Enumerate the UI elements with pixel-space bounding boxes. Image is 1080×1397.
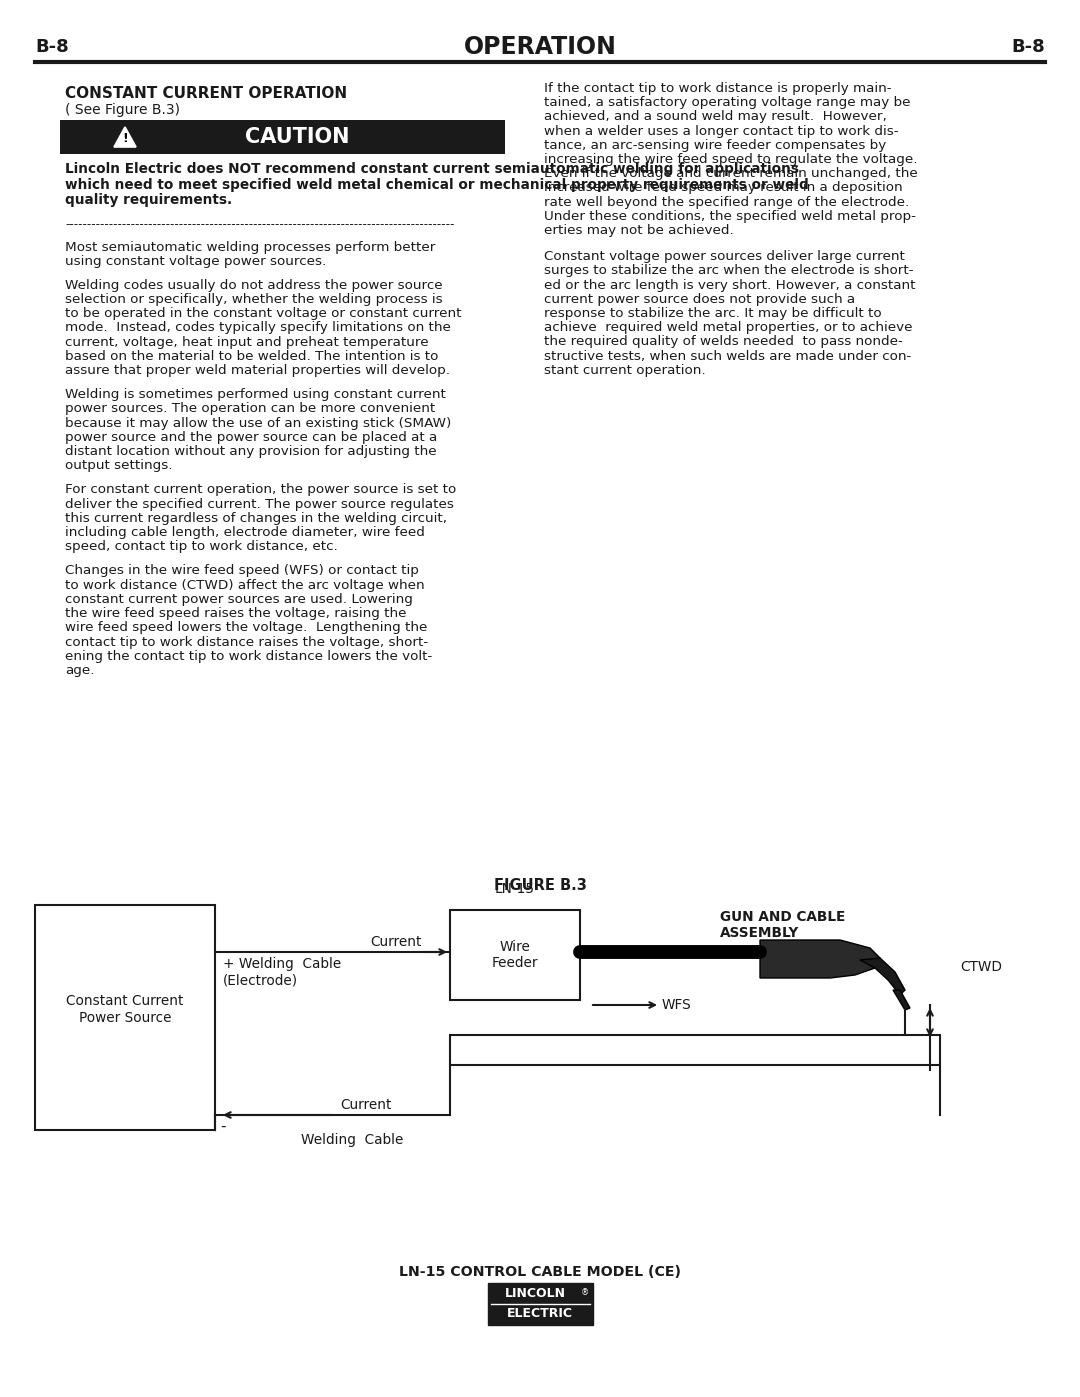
Text: If the contact tip to work distance is properly main-: If the contact tip to work distance is p…: [544, 82, 891, 95]
Text: + Welding  Cable
(Electrode): + Welding Cable (Electrode): [222, 957, 341, 988]
Text: the wire feed speed raises the voltage, raising the: the wire feed speed raises the voltage, …: [65, 608, 406, 620]
Text: surges to stabilize the arc when the electrode is short-: surges to stabilize the arc when the ele…: [544, 264, 914, 278]
Text: LN-15: LN-15: [495, 882, 535, 895]
Text: Welding is sometimes performed using constant current: Welding is sometimes performed using con…: [65, 388, 446, 401]
Text: LINCOLN: LINCOLN: [504, 1287, 566, 1301]
Text: Welding  Cable: Welding Cable: [301, 1133, 404, 1147]
Text: ening the contact tip to work distance lowers the volt-: ening the contact tip to work distance l…: [65, 650, 432, 662]
Bar: [487, 1282, 593, 1324]
Text: achieve  required weld metal properties, or to achieve: achieve required weld metal properties, …: [544, 321, 913, 334]
Text: OPERATION: OPERATION: [463, 35, 617, 59]
Text: distant location without any provision for adjusting the: distant location without any provision f…: [65, 446, 436, 458]
Text: increased wire feed speed may result in a deposition: increased wire feed speed may result in …: [544, 182, 903, 194]
Text: ®: ®: [580, 1288, 589, 1296]
Text: CAUTION: CAUTION: [245, 127, 350, 147]
Text: Changes in the wire feed speed (WFS) or contact tip: Changes in the wire feed speed (WFS) or …: [65, 564, 419, 577]
Text: GUN AND CABLE
ASSEMBLY: GUN AND CABLE ASSEMBLY: [720, 909, 846, 940]
Text: ( See Figure B.3): ( See Figure B.3): [65, 103, 180, 117]
Text: Most semiautomatic welding processes perform better: Most semiautomatic welding processes per…: [65, 240, 435, 253]
Bar: [450, 1035, 940, 1065]
Text: current, voltage, heat input and preheat temperature: current, voltage, heat input and preheat…: [65, 335, 429, 349]
Text: using constant voltage power sources.: using constant voltage power sources.: [65, 254, 326, 268]
Text: Wire
Feeder: Wire Feeder: [491, 940, 538, 970]
Text: increasing the wire feed speed to regulate the voltage.: increasing the wire feed speed to regula…: [544, 154, 918, 166]
Text: ELECTRIC: ELECTRIC: [507, 1308, 573, 1320]
Text: contact tip to work distance raises the voltage, short-: contact tip to work distance raises the …: [65, 636, 428, 648]
Text: speed, contact tip to work distance, etc.: speed, contact tip to work distance, etc…: [65, 541, 338, 553]
Text: -: -: [220, 1119, 226, 1134]
Text: tance, an arc-sensing wire feeder compensates by: tance, an arc-sensing wire feeder compen…: [544, 138, 887, 152]
Text: output settings.: output settings.: [65, 460, 173, 472]
Text: when a welder uses a longer contact tip to work dis-: when a welder uses a longer contact tip …: [544, 124, 899, 137]
Text: LN-15 CONTROL CABLE MODEL (CE): LN-15 CONTROL CABLE MODEL (CE): [399, 1266, 681, 1280]
Text: Under these conditions, the specified weld metal prop-: Under these conditions, the specified we…: [544, 210, 916, 222]
Text: erties may not be achieved.: erties may not be achieved.: [544, 224, 734, 237]
Text: selection or specifically, whether the welding process is: selection or specifically, whether the w…: [65, 293, 443, 306]
Text: B-8: B-8: [1011, 38, 1045, 56]
Text: the required quality of welds needed  to pass nonde-: the required quality of welds needed to …: [544, 335, 903, 348]
Text: B-8: B-8: [35, 38, 69, 56]
Text: age.: age.: [65, 664, 95, 678]
Text: response to stabilize the arc. It may be difficult to: response to stabilize the arc. It may be…: [544, 307, 881, 320]
Text: WFS: WFS: [662, 997, 692, 1011]
Text: Current: Current: [370, 935, 422, 949]
Polygon shape: [893, 990, 910, 1010]
Polygon shape: [760, 940, 880, 978]
Text: For constant current operation, the power source is set to: For constant current operation, the powe…: [65, 483, 456, 496]
Polygon shape: [114, 127, 136, 147]
Text: including cable length, electrode diameter, wire feed: including cable length, electrode diamet…: [65, 527, 424, 539]
Text: Lincoln Electric does NOT recommend constant current semiautomatic welding for a: Lincoln Electric does NOT recommend cons…: [65, 162, 799, 176]
Text: Even if the voltage and current remain unchanged, the: Even if the voltage and current remain u…: [544, 168, 918, 180]
Text: mode.  Instead, codes typically specify limitations on the: mode. Instead, codes typically specify l…: [65, 321, 450, 334]
Text: power source and the power source can be placed at a: power source and the power source can be…: [65, 430, 437, 444]
Text: constant current power sources are used. Lowering: constant current power sources are used.…: [65, 592, 413, 606]
Text: this current regardless of changes in the welding circuit,: this current regardless of changes in th…: [65, 511, 447, 525]
Text: because it may allow the use of an existing stick (SMAW): because it may allow the use of an exist…: [65, 416, 451, 430]
Text: deliver the specified current. The power source regulates: deliver the specified current. The power…: [65, 497, 454, 511]
Text: power sources. The operation can be more convenient: power sources. The operation can be more…: [65, 402, 435, 415]
Text: CTWD: CTWD: [960, 960, 1002, 974]
Text: to be operated in the constant voltage or constant current: to be operated in the constant voltage o…: [65, 307, 461, 320]
Text: tained, a satisfactory operating voltage range may be: tained, a satisfactory operating voltage…: [544, 96, 910, 109]
Text: assure that proper weld material properties will develop.: assure that proper weld material propert…: [65, 365, 450, 377]
Text: current power source does not provide such a: current power source does not provide su…: [544, 293, 855, 306]
Text: achieved, and a sound weld may result.  However,: achieved, and a sound weld may result. H…: [544, 110, 887, 123]
Bar: [450, 909, 580, 1000]
Text: FIGURE B.3: FIGURE B.3: [494, 877, 586, 893]
Text: based on the material to be welded. The intention is to: based on the material to be welded. The …: [65, 349, 438, 363]
Bar: [35, 905, 215, 1130]
Text: wire feed speed lowers the voltage.  Lengthening the: wire feed speed lowers the voltage. Leng…: [65, 622, 428, 634]
Text: --------------------------------------------------------------------------------: ----------------------------------------…: [65, 218, 455, 232]
Text: to work distance (CTWD) affect the arc voltage when: to work distance (CTWD) affect the arc v…: [65, 578, 424, 592]
Text: CONSTANT CURRENT OPERATION: CONSTANT CURRENT OPERATION: [65, 87, 347, 101]
Text: !: !: [122, 133, 127, 145]
Polygon shape: [860, 958, 905, 995]
Text: Constant Current
Power Source: Constant Current Power Source: [66, 995, 184, 1024]
Text: Constant voltage power sources deliver large current: Constant voltage power sources deliver l…: [544, 250, 905, 263]
Text: stant current operation.: stant current operation.: [544, 363, 705, 377]
Text: quality requirements.: quality requirements.: [65, 193, 232, 207]
Text: structive tests, when such welds are made under con-: structive tests, when such welds are mad…: [544, 349, 912, 363]
Bar: [60, 120, 505, 154]
Text: ed or the arc length is very short. However, a constant: ed or the arc length is very short. Howe…: [544, 278, 916, 292]
Text: Welding codes usually do not address the power source: Welding codes usually do not address the…: [65, 279, 443, 292]
Text: rate well beyond the specified range of the electrode.: rate well beyond the specified range of …: [544, 196, 909, 208]
Text: Current: Current: [340, 1098, 391, 1112]
Text: which need to meet specified weld metal chemical or mechanical property requirem: which need to meet specified weld metal …: [65, 177, 809, 191]
